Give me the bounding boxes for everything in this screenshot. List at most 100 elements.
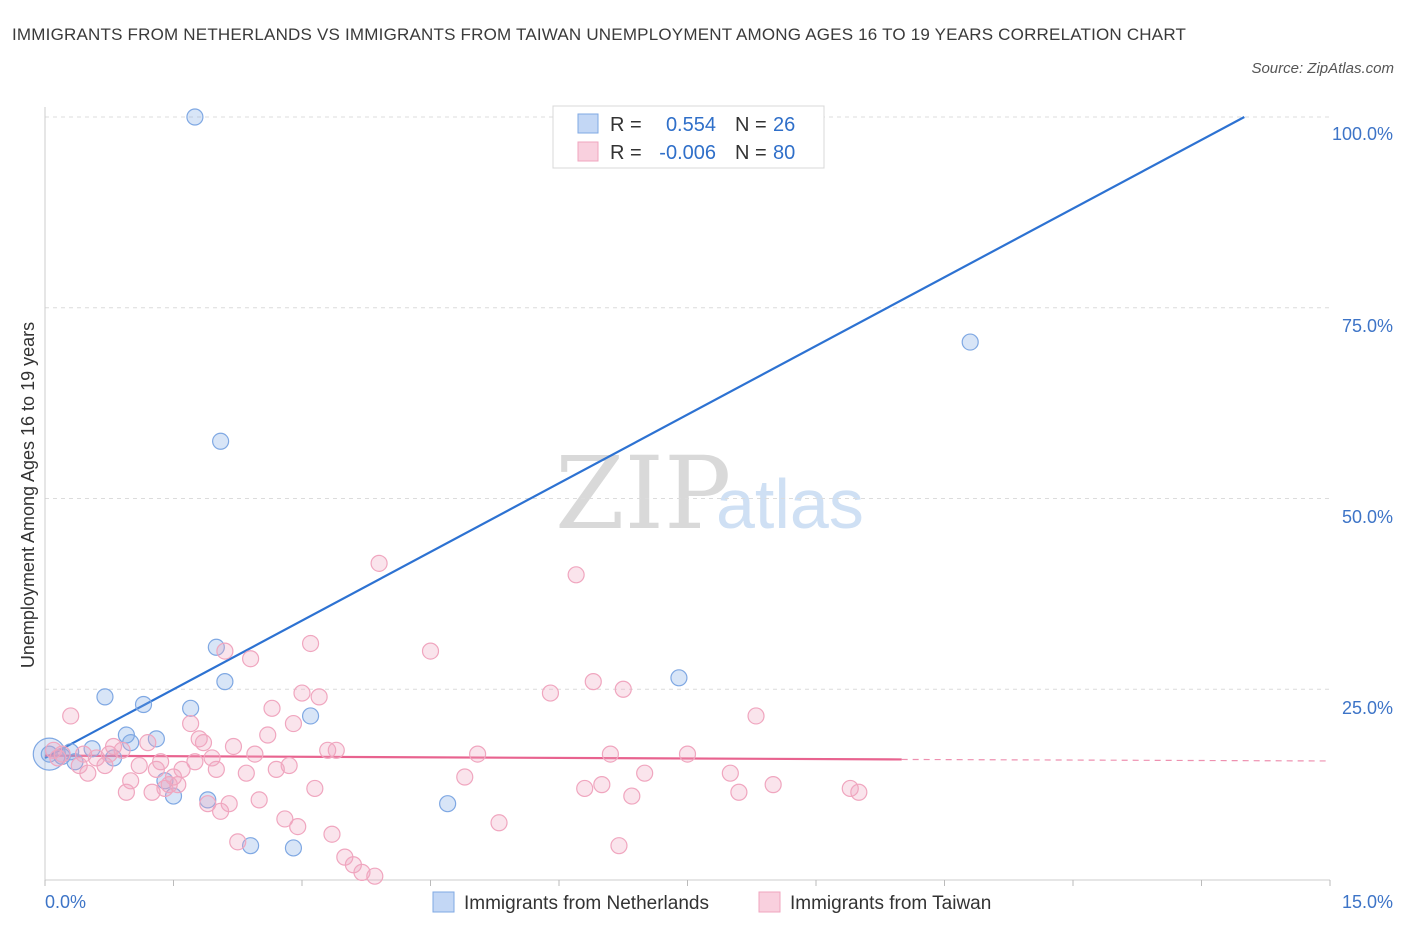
taiwan-point — [623, 787, 641, 805]
taiwan-point — [841, 779, 859, 798]
taiwan-point — [541, 684, 560, 702]
taiwan-point — [366, 867, 384, 885]
taiwan-point — [199, 795, 217, 813]
taiwan-point — [49, 749, 67, 767]
netherlands-points — [32, 108, 979, 857]
taiwan-point — [267, 760, 285, 778]
taiwan-point — [306, 779, 324, 798]
taiwan-point — [289, 817, 307, 836]
taiwan-point — [730, 783, 748, 801]
taiwan-point — [122, 772, 140, 790]
series-legend: Immigrants from Netherlands Immigrants f… — [432, 891, 991, 914]
taiwan-point — [139, 734, 157, 752]
taiwan-point — [182, 714, 200, 733]
taiwan-point — [284, 714, 303, 733]
taiwan-point — [678, 745, 697, 763]
taiwan-point — [263, 699, 281, 717]
taiwan-point — [601, 745, 620, 763]
netherlands-point — [670, 669, 688, 687]
x-tick-label-min: 0.0% — [45, 892, 86, 912]
taiwan-point — [721, 764, 739, 782]
netherlands-n-value: 26 — [773, 114, 795, 136]
y-tick-label-50: 50.0% — [1342, 507, 1393, 527]
taiwan-n-value: 80 — [773, 142, 795, 164]
taiwan-point — [293, 684, 311, 702]
x-tick-label-max: 15.0% — [1342, 892, 1393, 912]
netherlands-point — [961, 333, 979, 351]
netherlands-point — [186, 108, 204, 126]
legend-taiwan-swatch — [758, 891, 781, 913]
netherlands-trendline — [44, 116, 1245, 759]
legend-taiwan-label: Immigrants from Taiwan — [790, 893, 991, 914]
taiwan-point — [160, 776, 178, 794]
trendlines — [44, 116, 1331, 762]
axes — [44, 107, 1331, 886]
netherlands-point — [284, 839, 303, 857]
taiwan-point — [79, 764, 97, 782]
netherlands-point — [96, 688, 114, 706]
taiwan-point — [250, 791, 268, 809]
taiwan-point — [259, 726, 277, 744]
stats-legend: R = 0.554 N = 26 R = -0.006 N = 80 — [552, 105, 825, 169]
watermark-atlas: atlas — [716, 465, 864, 543]
y-tick-label-100: 100.0% — [1332, 124, 1393, 144]
taiwan-point — [130, 756, 148, 775]
taiwan-point — [370, 554, 388, 572]
taiwan-point — [850, 783, 868, 801]
taiwan-point — [323, 825, 341, 843]
taiwan-point — [216, 642, 234, 660]
y-axis-label: Unemployment Among Ages 16 to 19 years — [18, 322, 38, 668]
netherlands-point — [216, 673, 234, 691]
taiwan-point — [100, 745, 118, 763]
taiwan-point — [567, 566, 585, 584]
netherlands-point — [242, 837, 260, 855]
taiwan-point — [62, 707, 80, 725]
taiwan-point — [186, 753, 204, 771]
taiwan-point — [614, 680, 632, 698]
taiwan-point — [310, 688, 328, 706]
taiwan-point — [421, 642, 440, 660]
taiwan-point — [143, 783, 161, 801]
y-tick-label-25: 25.0% — [1342, 698, 1393, 718]
taiwan-points — [44, 554, 868, 885]
taiwan-point — [490, 814, 508, 832]
taiwan-point — [220, 795, 238, 813]
taiwan-point — [242, 650, 260, 668]
taiwan-point — [113, 741, 131, 759]
netherlands-point — [212, 432, 230, 450]
taiwan-point — [456, 768, 474, 786]
taiwan-trendline-extension — [901, 758, 1331, 762]
taiwan-point — [224, 737, 243, 756]
netherlands-point — [182, 699, 200, 717]
netherlands-point — [439, 795, 457, 813]
taiwan-point — [576, 779, 594, 798]
legend-netherlands-swatch — [432, 891, 455, 913]
taiwan-point — [469, 745, 487, 763]
taiwan-point — [207, 760, 225, 778]
taiwan-point — [353, 863, 371, 881]
netherlands-point — [301, 707, 320, 725]
watermark-zip: ZIP — [555, 435, 731, 552]
taiwan-point — [152, 753, 170, 771]
gridlines — [45, 116, 1330, 690]
taiwan-point — [229, 833, 247, 851]
netherlands-point — [83, 740, 101, 758]
taiwan-point — [636, 764, 654, 782]
taiwan-point — [327, 741, 345, 759]
taiwan-point — [593, 776, 611, 794]
netherlands-point — [147, 730, 165, 748]
chart-title: IMMIGRANTS FROM NETHERLANDS VS IMMIGRANT… — [12, 25, 1187, 44]
taiwan-point — [194, 734, 213, 752]
taiwan-point — [764, 776, 782, 794]
taiwan-swatch — [577, 141, 599, 162]
netherlands-n-label: N = — [735, 114, 767, 136]
chart-source: Source: ZipAtlas.com — [1251, 60, 1394, 77]
taiwan-point — [74, 745, 93, 763]
taiwan-point — [173, 760, 191, 778]
y-tick-label-75: 75.0% — [1342, 316, 1393, 336]
taiwan-trendline — [44, 754, 902, 761]
taiwan-point — [237, 764, 255, 782]
taiwan-n-label: N = — [735, 142, 767, 164]
netherlands-swatch — [577, 113, 599, 134]
netherlands-point — [134, 695, 153, 714]
